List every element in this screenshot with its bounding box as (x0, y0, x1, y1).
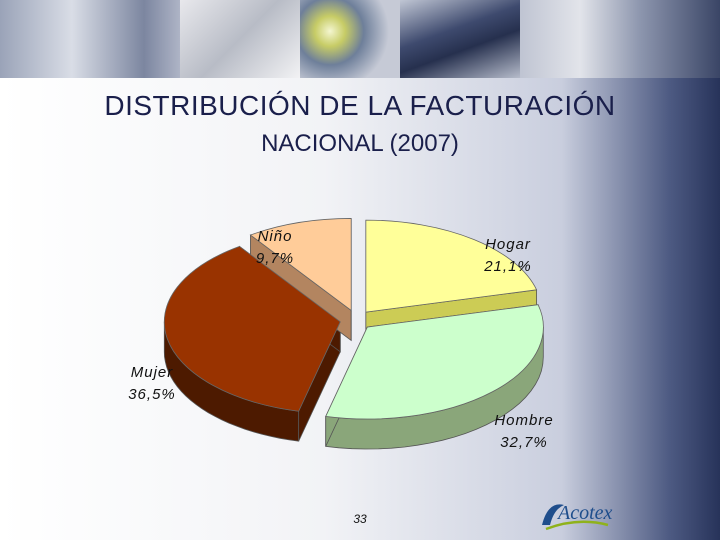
label-hombre-value: 32,7% (500, 434, 548, 451)
banner-photo-fashion-store (520, 0, 720, 78)
label-hogar-value: 21,1% (484, 258, 532, 275)
label-nino-value: 9,7% (255, 250, 295, 267)
acotex-logo: Acotex (538, 495, 638, 535)
acotex-logo-text: Acotex (556, 502, 613, 524)
pie-slice-hombre (325, 304, 544, 420)
banner-photo-bedding (180, 0, 300, 78)
page-number: 33 (353, 512, 367, 526)
pie-slice-nino (249, 218, 352, 312)
label-hombre: Hombre 32,7% (474, 410, 574, 454)
label-mujer-value: 36,5% (128, 386, 176, 403)
banner-photo-clothing-rack (0, 0, 180, 78)
slide-title-line2: NACIONAL (2007) (261, 130, 459, 157)
label-hogar: Hogar 21,1% (468, 234, 548, 278)
label-nino-name: Niño (257, 228, 293, 245)
pie-slice-mujer (163, 245, 341, 412)
label-mujer: Mujer 36,5% (112, 362, 192, 406)
banner-photo-fabric (400, 0, 520, 78)
pie-slice-hogar (365, 219, 538, 313)
slide-title-line1: DISTRIBUCIÓN DE LA FACTURACIÓN (104, 90, 616, 121)
label-hogar-name: Hogar (485, 236, 531, 253)
banner-photo-buttons (300, 0, 400, 78)
label-mujer-name: Mujer (130, 364, 174, 381)
photo-banner (0, 0, 720, 78)
label-hombre-name: Hombre (494, 412, 554, 429)
label-nino: Niño 9,7% (240, 226, 310, 270)
